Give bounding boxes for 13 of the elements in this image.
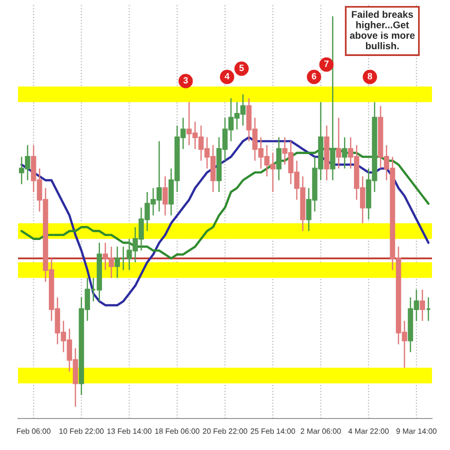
candlestick <box>276 136 282 181</box>
annotation: 4 <box>224 73 230 80</box>
candlestick <box>342 136 348 170</box>
candlestick <box>162 176 168 216</box>
candlestick <box>330 16 336 181</box>
annotation: 8 <box>368 72 372 80</box>
annotation: Failed breaks higher...Get above is more bullish. <box>350 10 415 50</box>
candlestick <box>336 117 342 170</box>
annotation: 6 <box>312 72 316 80</box>
annotation: 5 <box>239 64 244 72</box>
annotation: 7 <box>324 60 329 67</box>
candlestick <box>420 288 426 322</box>
annotation: 3 <box>183 77 188 84</box>
